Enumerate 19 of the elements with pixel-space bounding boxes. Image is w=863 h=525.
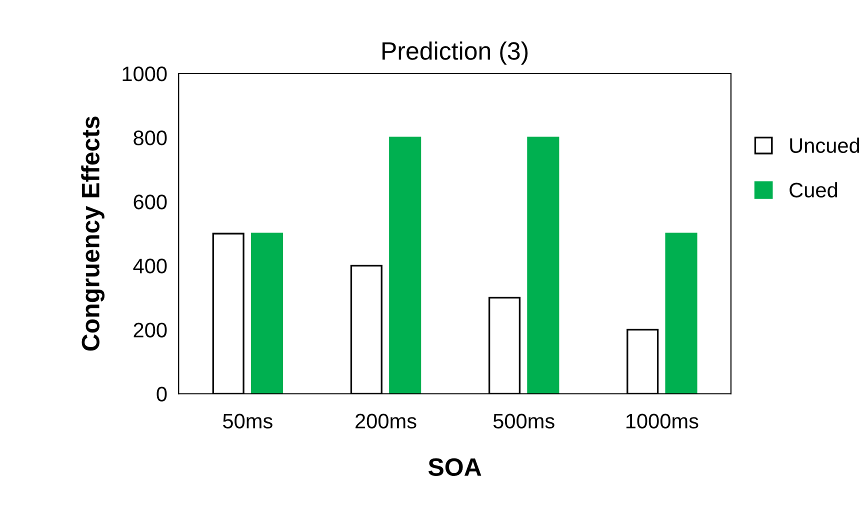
y-tick-label: 600 [134,194,167,210]
x-axis-title: SOA [428,458,482,476]
x-tick-label: 50ms [223,414,272,428]
x-tick-label: 500ms [493,414,554,428]
y-tick-label: 0 [156,386,167,402]
bar [389,136,422,394]
x-tick-label: 1000ms [626,414,698,428]
y-tick-label: 800 [134,130,167,146]
bar [665,232,698,394]
bar [250,232,284,394]
legend-label: Uncued [790,138,860,153]
y-tick-label: 1000 [122,66,167,82]
bar [527,136,560,394]
legend-label: Cued [790,182,838,198]
y-tick-label: 200 [134,322,167,338]
y-tick-label: 400 [133,258,167,274]
y-axis-title: Congruency Effects [81,116,105,351]
chart-title: Prediction (3) [382,41,528,65]
x-tick-label: 200ms [356,414,416,428]
